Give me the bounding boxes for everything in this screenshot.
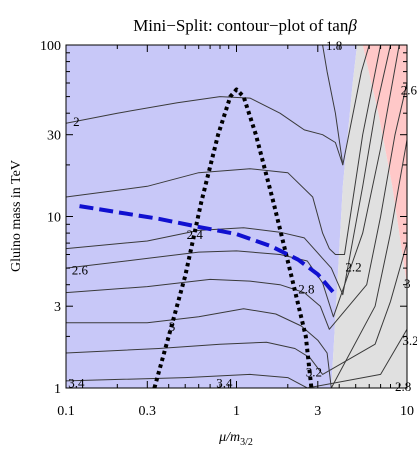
y-tick-label: 100 — [40, 39, 61, 54]
contour-line-1.8 — [322, 45, 344, 165]
contour-line-3.4 — [66, 329, 407, 388]
y-axis: 1 3 10 30 100 — [40, 39, 407, 397]
contour-label: 2 — [73, 114, 80, 129]
contour-layer — [66, 45, 407, 388]
contour-label: 3.2 — [402, 333, 417, 348]
y-axis-label: Gluino mass in TeV — [9, 160, 24, 272]
contour-line-2.2 — [66, 45, 382, 255]
dashed-curve — [79, 204, 337, 297]
contour-line-2.4 — [66, 45, 391, 296]
contour-label: 2.6 — [401, 83, 417, 98]
x-tick-label: 3 — [314, 404, 321, 419]
contour-label: 3.2 — [306, 364, 322, 379]
x-axis: 0.1 0.3 1 3 10 — [57, 45, 414, 419]
x-tick-label: 10 — [400, 404, 414, 419]
x-axis-label: μ/m3/2 — [218, 430, 253, 448]
region-1 — [331, 45, 407, 388]
region-0 — [66, 45, 358, 388]
x-tick-label: 1 — [233, 404, 240, 419]
contour-line-3.2 — [66, 242, 407, 375]
contour-line-2 — [66, 45, 370, 166]
dotted-curve — [152, 87, 314, 388]
x-axis-label-sub: 3/2 — [240, 437, 253, 448]
chart-title-symbol: β — [347, 16, 357, 35]
y-tick-label: 10 — [47, 211, 61, 226]
contour-label: 2.8 — [395, 379, 411, 394]
x-tick-label: 0.1 — [57, 404, 75, 419]
x-tick-label: 0.3 — [139, 404, 157, 419]
chart-title: Mini−Split: contour−plot of tanβ — [133, 16, 357, 35]
region-layer — [66, 45, 407, 388]
y-tick-label: 1 — [54, 382, 61, 397]
y-tick-label: 30 — [47, 129, 61, 144]
contour-line-2.6 — [66, 45, 400, 318]
region-2 — [362, 45, 407, 285]
x-axis-label-main: μ/m — [218, 430, 240, 445]
y-tick-label: 3 — [54, 300, 61, 315]
contour-label: 3.4 — [68, 375, 85, 390]
contour-label: 2.8 — [298, 282, 314, 297]
contour-line-3 — [66, 139, 407, 388]
special-curves-layer — [79, 87, 337, 388]
contour-label: 2.2 — [345, 260, 361, 275]
contour-label: 2.4 — [187, 227, 204, 242]
contour-label: 2.6 — [72, 263, 89, 278]
contour-label: 3 — [169, 319, 176, 334]
contour-line-2.8 — [66, 82, 407, 330]
